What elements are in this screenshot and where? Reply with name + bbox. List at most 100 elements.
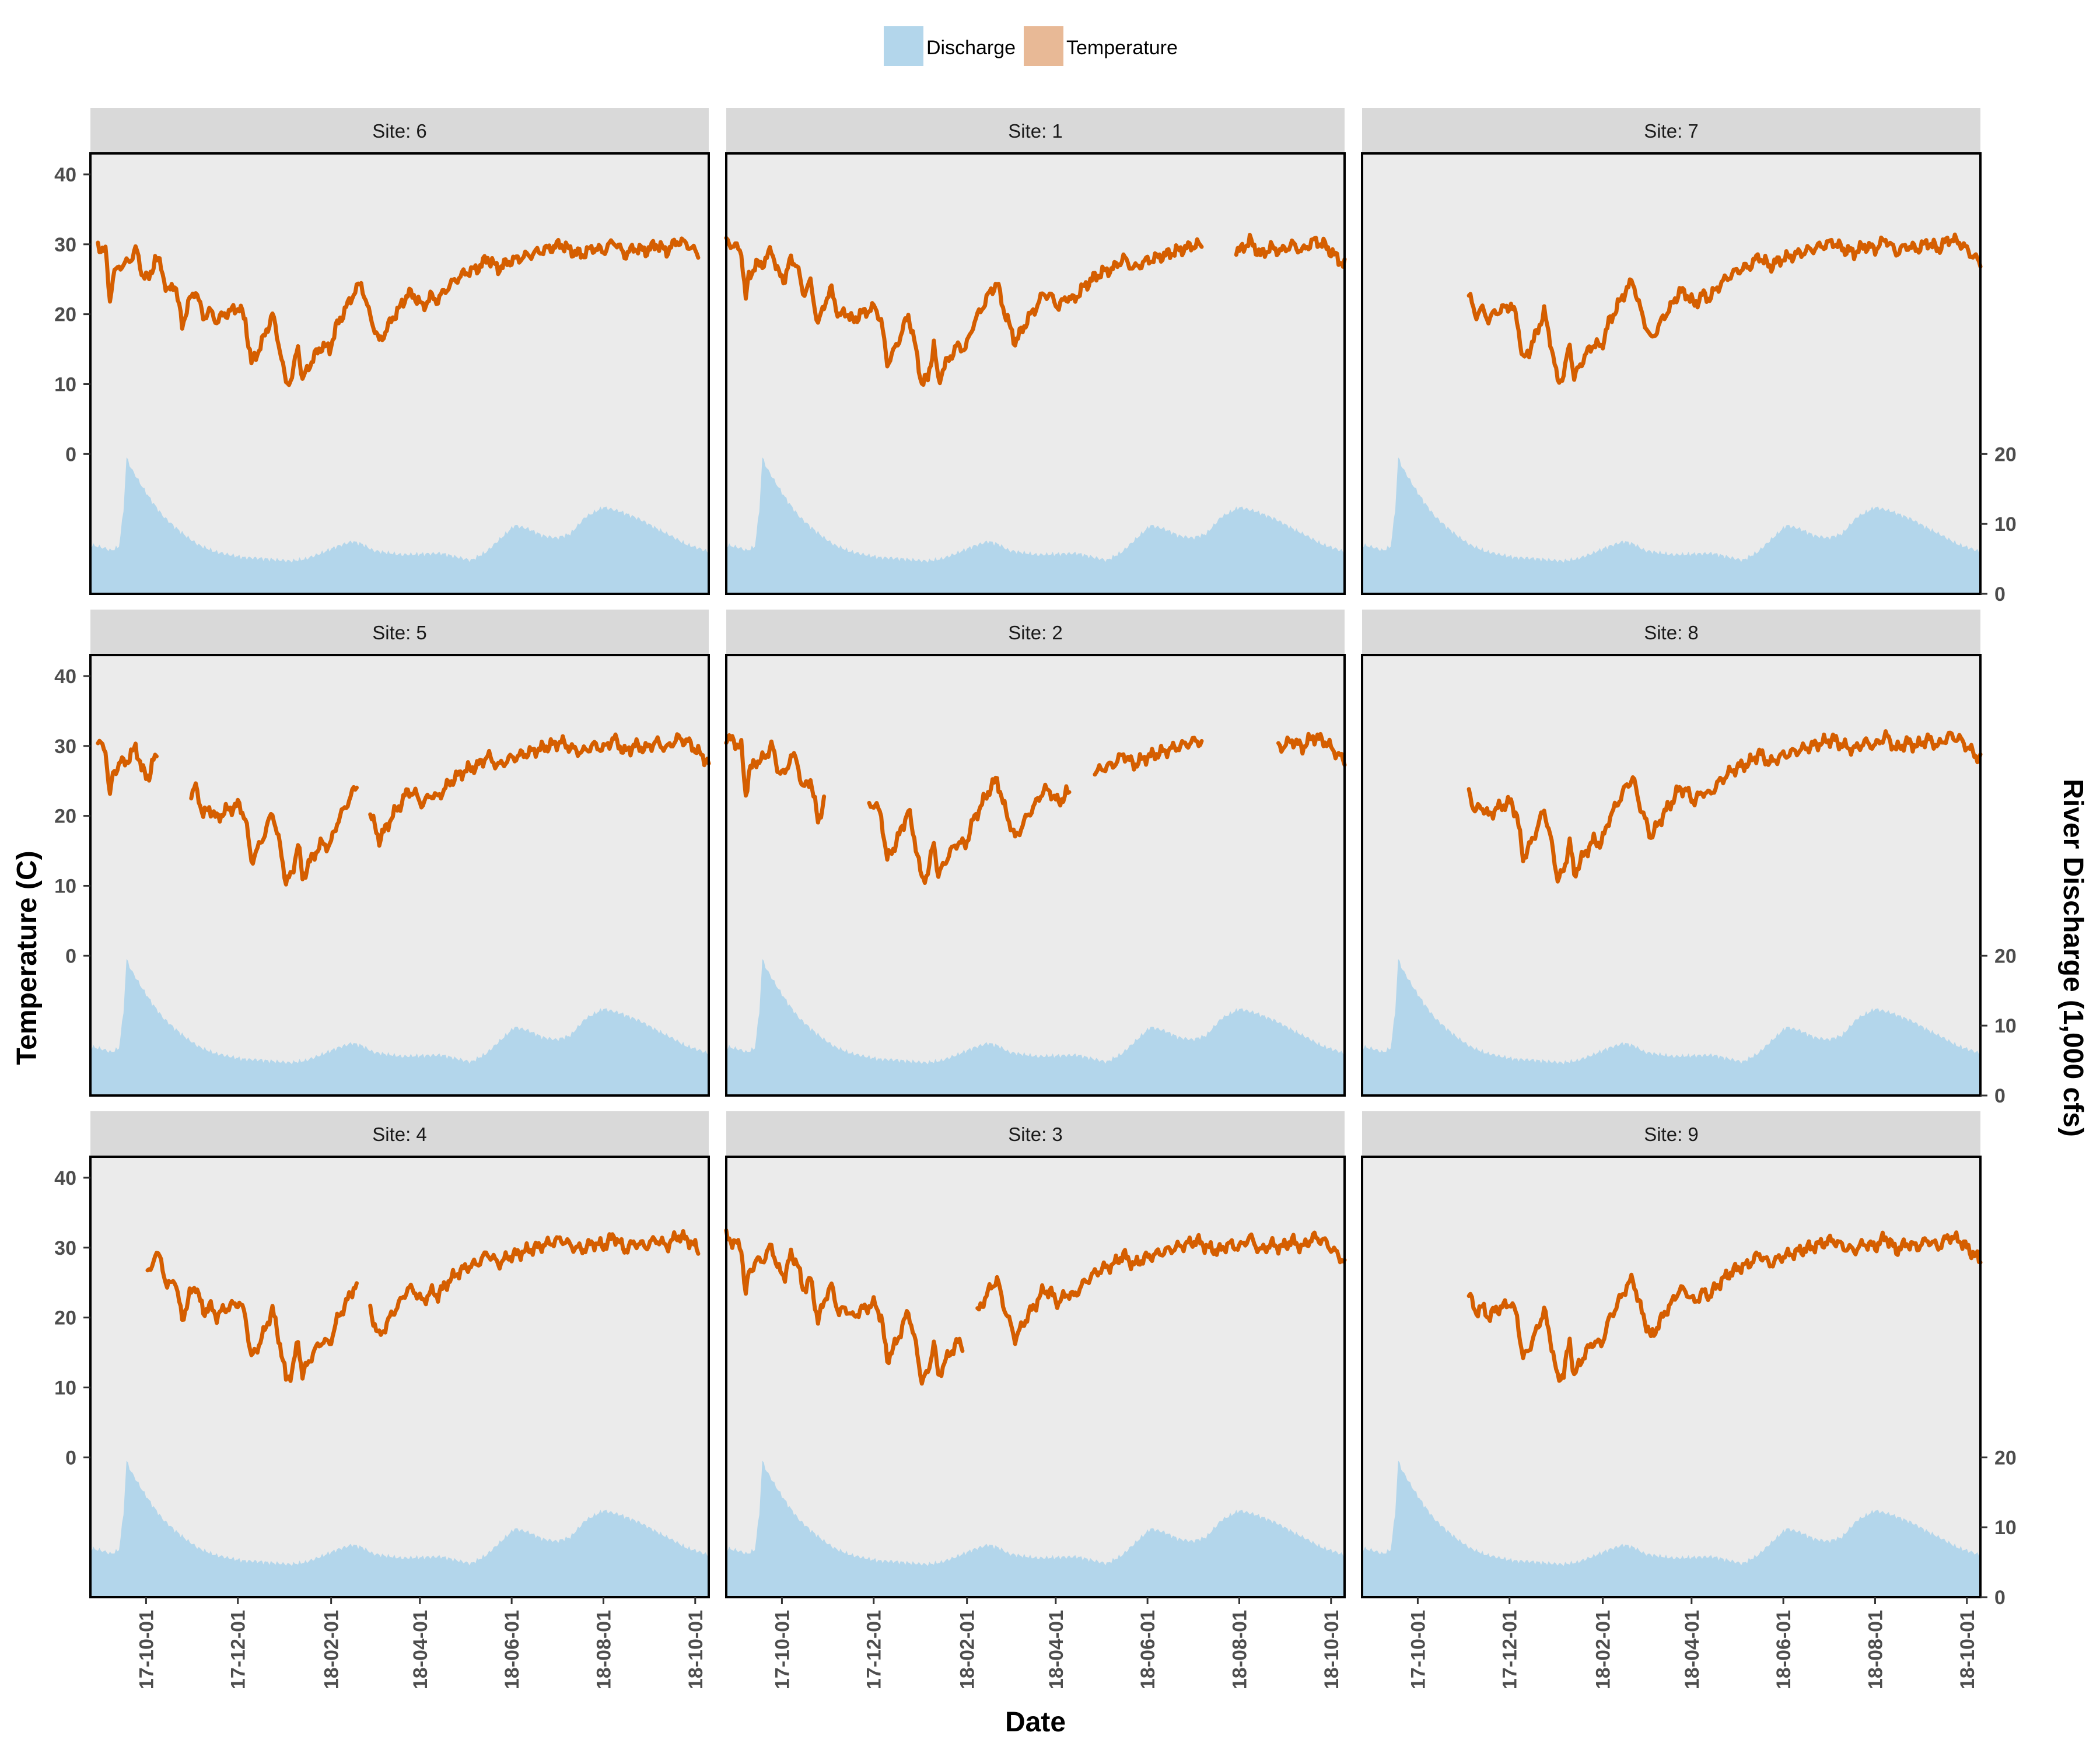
y-tick-label-temperature: 40 [54,666,76,688]
legend-key-temperature [1024,26,1063,66]
panel-frame [1361,152,1982,595]
panel-frame [1361,1156,1982,1598]
y-tick-label-temperature: 30 [54,1237,76,1259]
facet-strip-label: Site: 9 [1644,1124,1699,1145]
temperature-line [1466,1230,1983,1383]
x-tick-label: 18-06-01 [1773,1610,1795,1689]
panel-frame [725,152,1346,595]
y-tick-label-temperature: 10 [54,1377,76,1399]
temperature-line [368,732,711,848]
temperature-line [1466,729,1983,884]
x-tick-label: 18-10-01 [685,1610,707,1689]
y-tick-label-temperature: 20 [54,806,76,828]
y-tick-label-temperature: 10 [54,373,76,396]
panel-site: Site: 8 0 10 20 [1361,610,2017,1107]
facet-strip [726,108,1345,153]
y-tick-label-temperature: 30 [54,736,76,758]
y-tick-label-discharge: 0 [1994,1085,2006,1107]
discharge-area [1362,959,1980,1096]
panel-site: Site: 2 [724,610,1347,1097]
temperature-line [1276,732,1347,767]
x-tick-label: 18-02-01 [1592,1610,1615,1689]
facet-strip-label: Site: 8 [1644,622,1699,643]
facet-strip [90,108,709,153]
x-tick-label: 18-02-01 [957,1610,979,1689]
temperature-line [724,1228,965,1386]
temperature-line [96,236,701,387]
discharge-area [90,457,709,594]
panel-site: Site: 9 0 10 20 17-10-01 17-12-01 18-02-01 18-0… [1361,1111,2017,1689]
facet-strip-label: Site: 2 [1008,622,1063,643]
panel-frame [1361,654,1982,1097]
y-tick-label-discharge: 20 [1994,1447,2017,1469]
facet-strip-label: Site: 7 [1644,120,1699,142]
x-tick-label: 17-10-01 [1407,1610,1429,1689]
x-tick-label: 18-04-01 [1045,1610,1068,1689]
x-tick-label: 17-10-01 [771,1610,793,1689]
x-tick-label: 18-08-01 [593,1610,615,1689]
temperature-line [96,738,159,796]
facet-strip [1362,108,1980,153]
discharge-area [90,1461,709,1597]
facet-strip-label: Site: 1 [1008,120,1063,142]
x-axis-title: Date [1005,1707,1066,1738]
facet-strip [1362,1111,1980,1157]
panel-frame [89,1156,710,1598]
y-tick-label-temperature: 40 [54,164,76,186]
x-tick-label: 17-12-01 [1499,1610,1521,1689]
y-tick-label-temperature: 20 [54,1307,76,1329]
y-tick-label-discharge: 10 [1994,1015,2017,1037]
temperature-line [1093,736,1204,777]
panel-site: Site: 1 [724,108,1347,595]
panel-site: Site: 5 0 10 20 30 40 [54,610,711,1097]
x-tick-label: 17-12-01 [228,1610,250,1689]
y-tick-label-discharge: 20 [1994,443,2017,466]
panel-frame [89,152,710,595]
facet-strip-label: Site: 3 [1008,1124,1063,1145]
x-tick-label: 18-08-01 [1229,1610,1251,1689]
x-tick-label: 17-12-01 [863,1610,886,1689]
legend-label-discharge: Discharge [926,37,1016,59]
facet-strip [726,610,1345,655]
facet-strip [90,610,709,655]
temperature-line [189,781,359,887]
x-tick-label: 18-04-01 [410,1610,432,1689]
y-axis-title-left: Temperature (C) [12,850,43,1065]
legend-key-discharge [884,26,923,66]
panel-frame [89,654,710,1097]
panel-site: Site: 7 0 10 20 [1361,108,2017,606]
facet-strip-label: Site: 5 [372,622,427,643]
discharge-area [1362,1461,1980,1597]
y-tick-label-temperature: 40 [54,1167,76,1189]
x-tick-label: 17-10-01 [135,1610,158,1689]
x-tick-label: 18-10-01 [1957,1610,1979,1689]
x-tick-label: 18-10-01 [1321,1610,1343,1689]
panel-site: Site: 4 0 10 20 30 40 17-10-01 17-12-01 18-02-01… [54,1111,710,1689]
y-tick-label-discharge: 10 [1994,513,2017,536]
temperature-line [975,1230,1347,1346]
y-tick-label-temperature: 0 [65,1447,76,1469]
facet-strip [726,1111,1345,1157]
x-tick-label: 18-04-01 [1681,1610,1703,1689]
temperature-line [1466,232,1983,385]
x-tick-label: 18-02-01 [321,1610,343,1689]
facet-strip-label: Site: 6 [372,120,427,142]
temperature-line [145,1251,359,1383]
panel-site: Site: 6 0 10 20 30 40 [54,108,710,595]
discharge-area [1362,457,1980,594]
legend: Discharge Temperature [884,26,1178,66]
y-tick-label-temperature: 30 [54,234,76,256]
panel-frame [725,654,1346,1097]
y-tick-label-discharge: 0 [1994,583,2006,606]
facet-strip-label: Site: 4 [372,1124,427,1145]
discharge-area [726,1461,1345,1597]
x-tick-label: 18-06-01 [1137,1610,1159,1689]
temperature-line [724,236,1204,387]
y-tick-label-discharge: 10 [1994,1517,2017,1539]
y-tick-label-discharge: 0 [1994,1587,2006,1609]
temperature-line [867,775,1072,885]
temperature-line [724,733,827,825]
discharge-area [90,959,709,1096]
y-tick-label-temperature: 0 [65,443,76,466]
